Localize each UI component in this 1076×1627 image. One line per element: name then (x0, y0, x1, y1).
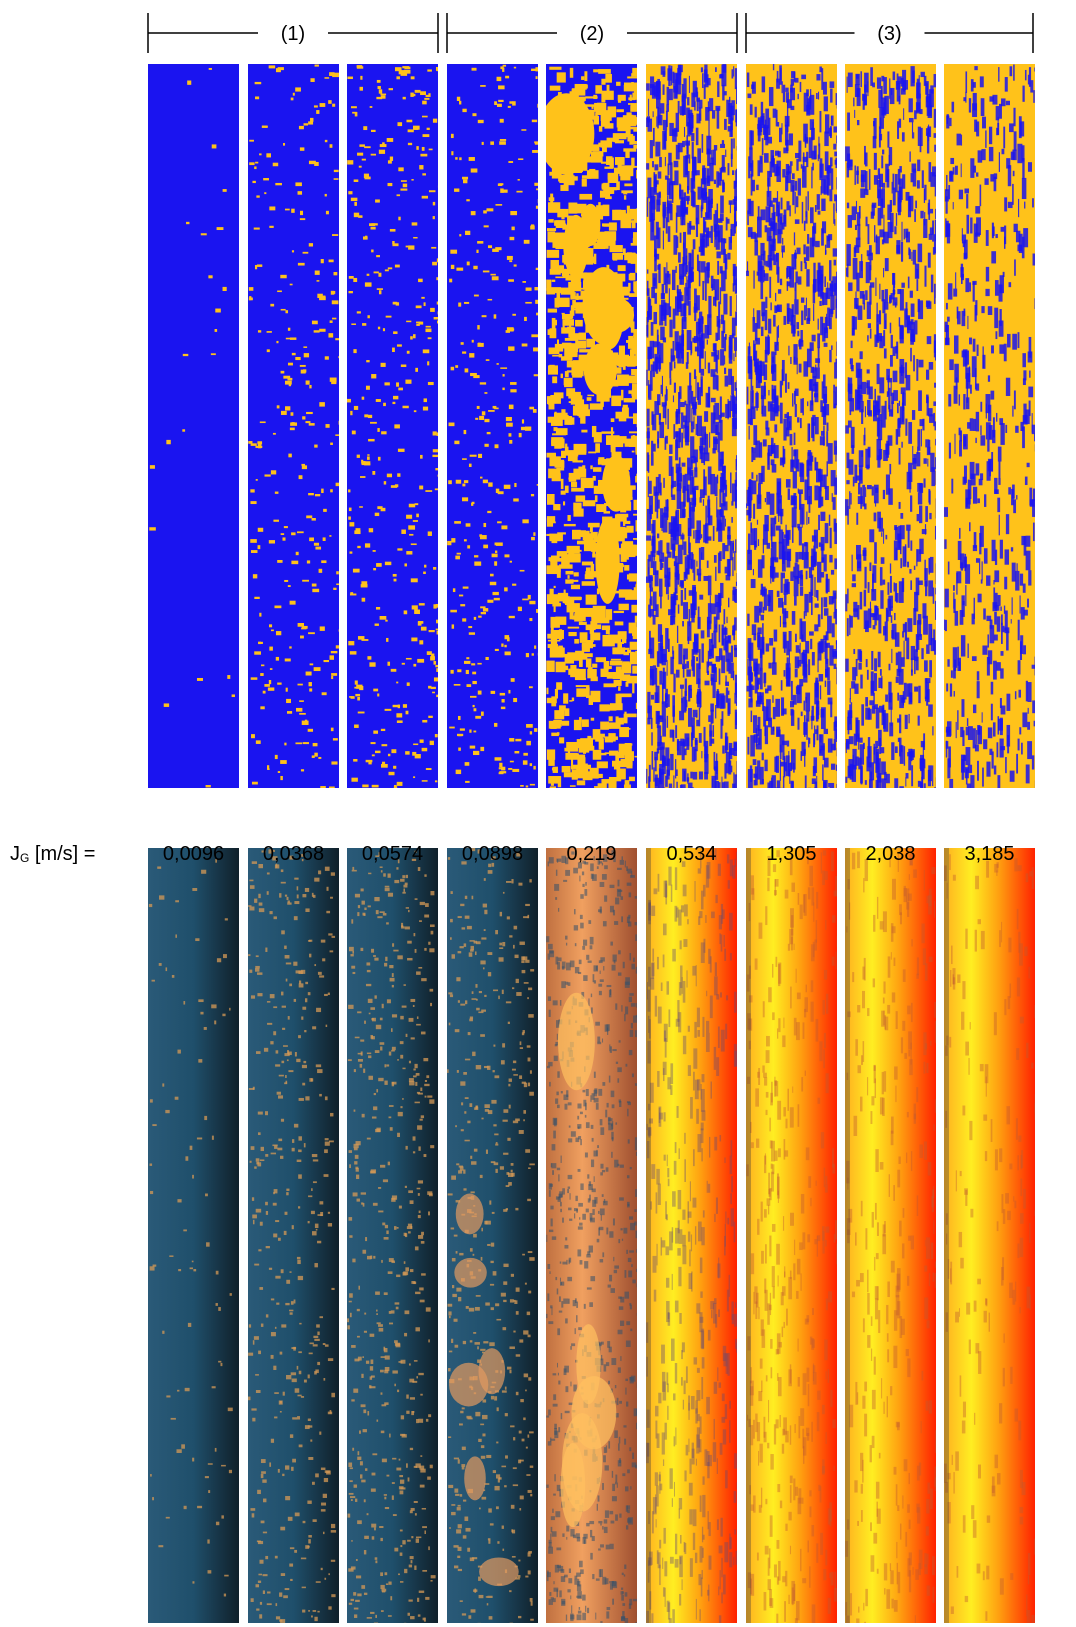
binarized-panel (447, 64, 538, 788)
jg-value: 0,0574 (361, 843, 424, 865)
group-label: (3) (877, 23, 901, 45)
jg-value: 3,185 (964, 843, 1015, 865)
group-bracket: (3) (745, 13, 1034, 53)
group-label: (2) (580, 23, 604, 45)
jg-value: 0,219 (566, 843, 617, 865)
jg-value: 0,0096 (162, 843, 225, 865)
binarized-panel (546, 64, 637, 788)
rendered-image-row (148, 848, 1035, 1623)
rendered-panel (347, 848, 438, 1623)
jg-value: 1,305 (766, 843, 817, 865)
jg-value: 0,0368 (262, 843, 325, 865)
binarized-panel (646, 64, 737, 788)
rendered-panel (447, 848, 538, 1623)
binarized-panel (845, 64, 936, 788)
rendered-panel (546, 848, 637, 1623)
binarized-panel (944, 64, 1035, 788)
rendered-panel (845, 848, 936, 1623)
jg-value: 0,0898 (461, 843, 524, 865)
binarized-image-row (148, 64, 1035, 788)
group-label: (1) (281, 23, 305, 45)
rendered-panel (746, 848, 837, 1623)
rendered-panel (248, 848, 339, 1623)
group-bracket: (1) (147, 13, 439, 53)
jg-value: 2,038 (865, 843, 916, 865)
jg-value: 0,534 (666, 843, 717, 865)
group-bracket: (2) (446, 13, 738, 53)
binarized-panel (746, 64, 837, 788)
rendered-panel (148, 848, 239, 1623)
group-brackets: (1) (2) (3) (147, 13, 1034, 53)
binarized-panel (148, 64, 239, 788)
binarized-panel (248, 64, 339, 788)
rendered-panel (944, 848, 1035, 1623)
binarized-panel (347, 64, 438, 788)
rendered-panel (646, 848, 737, 1623)
jg-axis-label: JG [m/s] = (10, 843, 96, 865)
